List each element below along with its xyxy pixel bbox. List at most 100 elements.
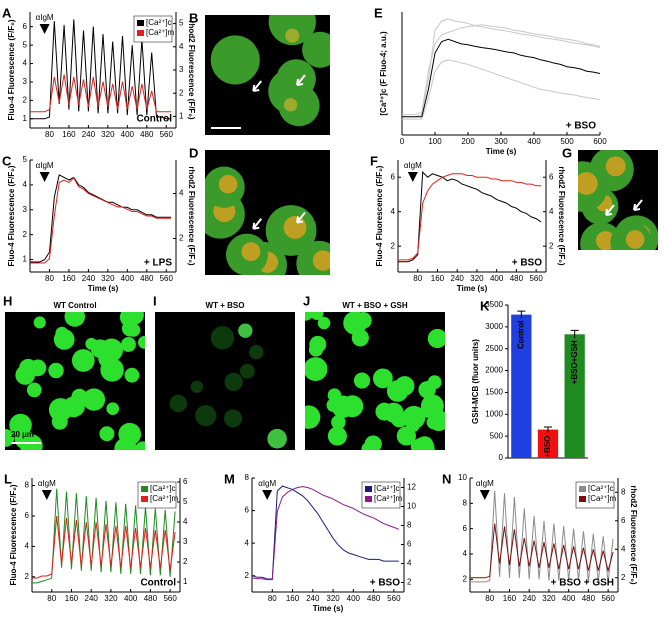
legend-label: [Ca²⁺]m [374,494,403,503]
y-tick-label: 5 [23,40,28,49]
legend-swatch [141,496,148,502]
x-tick-label: 400 [490,274,504,283]
x-tick-label: 320 [101,274,115,283]
mito-spot [312,250,330,271]
cell [372,368,393,389]
cell [114,437,137,450]
x-tick-label: 80 [268,594,277,603]
cells [305,312,445,450]
y2-tick-label: 6 [407,540,412,549]
y2-tick-label: 3 [179,65,184,74]
y2-tick-label: 2 [179,88,184,97]
micrograph [578,150,658,250]
x-axis-label: Time (s) [88,284,119,293]
y2-tick-label: 4 [183,517,188,526]
condition-label: Control [136,114,172,125]
micrograph [305,312,445,450]
legend-swatch [365,496,372,502]
y-axis-label: Fluo-4 Fluorescence (F/F₀) [7,19,16,120]
stimulus-arrow [39,172,50,182]
stimulus-arrow [407,172,418,182]
cell [239,363,255,379]
y2-tick-label: 1 [179,112,184,121]
x-tick-label: 320 [101,130,115,139]
arrow [296,74,306,86]
y2-tick-label: 2 [549,241,554,250]
panel-letter: B [189,10,198,25]
y2-tick-label: 3 [183,537,188,546]
y-axis-label: Fluo-4 Fluorescence (F/F₀) [7,165,16,266]
legend-swatch [141,486,148,492]
scale-bar [211,127,241,129]
y-tick-label: 2 [23,95,28,104]
y2-tick-label: 4 [621,544,626,553]
x-tick-label: 560 [601,594,615,603]
trace [398,170,542,263]
x-tick-label: 400 [347,594,361,603]
condition-label: Control [140,578,176,589]
x-tick-label: 560 [163,594,177,603]
cell [224,409,243,428]
y2-axis-label: rhod2 Fluorescence (F/F₀) [187,166,196,266]
y-tick-label: 6 [463,524,468,533]
y2-axis-label: rhod2 Fluorescence (F/F₀) [187,20,196,120]
y2-tick-label: 6 [549,172,554,181]
panel-letter: G [562,145,572,160]
bar [537,429,559,458]
y2-tick-label: 4 [549,207,554,216]
legend-swatch [579,496,586,502]
error-bar [570,329,579,339]
x-tick-label: 160 [62,130,76,139]
y-tick-label: 3500 [485,300,503,309]
stimulus-label: αIgM [36,13,54,22]
cell [331,414,346,430]
panel-letter: F [370,153,378,168]
cell [48,362,64,379]
cell [195,405,217,427]
x-tick-label: 240 [523,594,537,603]
cell [248,344,264,360]
y-tick-label: 3 [23,205,28,214]
mito-spot [605,156,626,177]
y2-tick-label: 2 [407,578,412,587]
legend-label: [Ca²⁺]c [588,484,614,493]
micrograph [155,312,295,450]
legend-swatch [137,30,144,36]
panel-letter: M [224,471,235,486]
error-bar [517,310,526,319]
x-tick-label: 80 [413,274,422,283]
x-tick-label: 400 [121,130,135,139]
y-tick-label: 4 [23,59,28,68]
y-tick-label: 4 [25,542,30,551]
y-axis-label: Fluo-4 Fluorescence (F/F₀) [9,484,18,585]
x-tick-label: 480 [140,274,154,283]
x-tick-label: 400 [124,594,138,603]
trace [398,173,542,261]
y-axis-label: Fluo-4 Fluorescence (F/F₀) [375,165,384,266]
y2-axis-label: rhod2 Fluorescence (F/F₀) [557,166,566,266]
stimulus-arrow [479,490,490,500]
trace [402,24,601,115]
cell [302,31,330,68]
y-tick-label: 6 [245,506,250,515]
y-tick-label: 2 [23,230,28,239]
x-tick-label: 480 [367,594,381,603]
error-bar [544,426,552,433]
cell [327,426,347,446]
cell [353,372,371,389]
cell [135,441,145,450]
cell [71,349,95,372]
x-tick-label: 320 [470,274,484,283]
scale-label: 10 µM [211,115,234,124]
legend-swatch [579,486,586,492]
y2-tick-label: 8 [621,487,626,496]
trace [32,515,176,579]
cell [190,380,203,393]
cell [305,357,328,382]
y2-tick-label: 2 [183,557,188,566]
y2-tick-label: 5 [179,19,184,28]
x-tick-label: 320 [326,594,340,603]
image-title: WT + BSO [206,301,245,310]
cell [106,402,120,416]
trace [30,174,172,263]
